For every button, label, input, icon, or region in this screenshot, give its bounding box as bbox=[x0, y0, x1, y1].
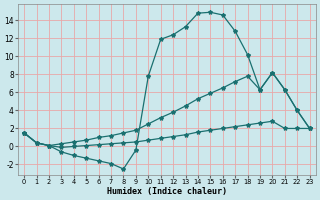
X-axis label: Humidex (Indice chaleur): Humidex (Indice chaleur) bbox=[107, 187, 227, 196]
